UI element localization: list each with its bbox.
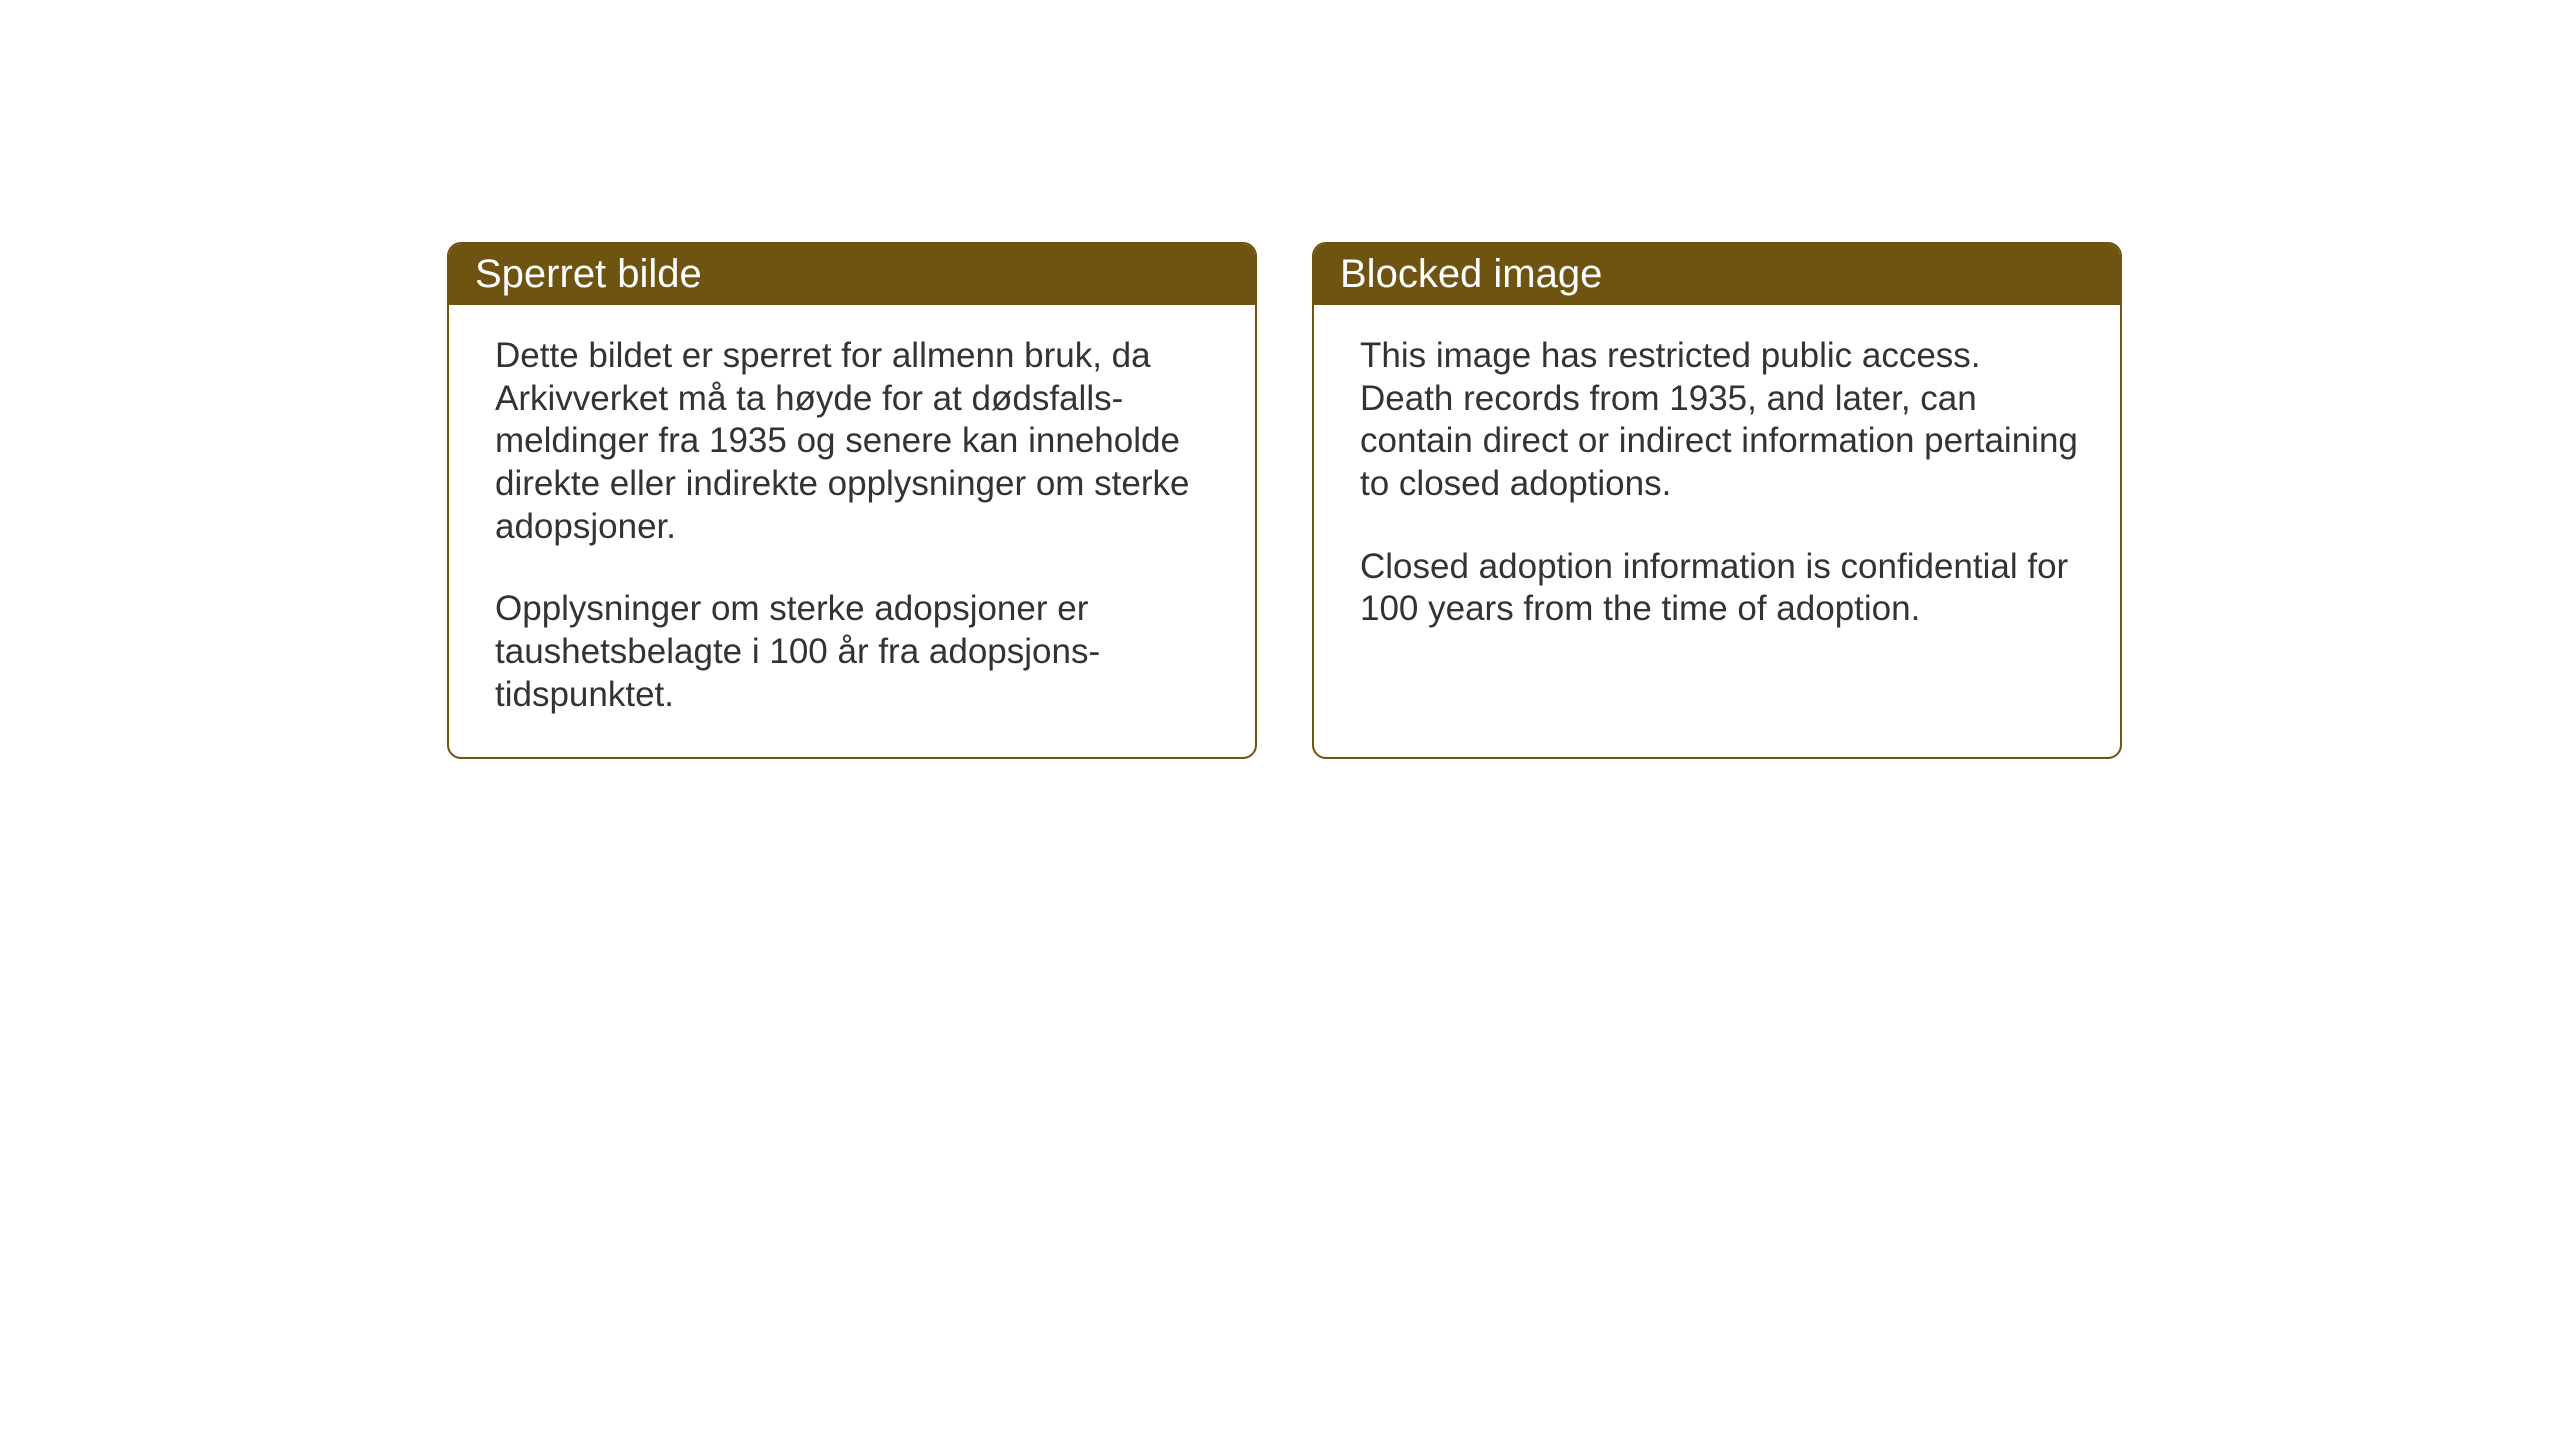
notice-paragraph-2-english: Closed adoption information is confident… [1360,546,2080,631]
notice-box-norwegian: Sperret bilde Dette bildet er sperret fo… [447,242,1257,759]
notice-header-english: Blocked image [1314,244,2120,305]
notice-container: Sperret bilde Dette bildet er sperret fo… [447,242,2122,759]
notice-title-english: Blocked image [1340,252,1602,296]
notice-header-norwegian: Sperret bilde [449,244,1255,305]
notice-paragraph-2-norwegian: Opplysninger om sterke adopsjoner er tau… [495,588,1215,716]
notice-body-english: This image has restricted public access.… [1314,305,2120,671]
notice-paragraph-1-english: This image has restricted public access.… [1360,335,2080,506]
notice-body-norwegian: Dette bildet er sperret for allmenn bruk… [449,305,1255,757]
notice-box-english: Blocked image This image has restricted … [1312,242,2122,759]
notice-title-norwegian: Sperret bilde [475,252,702,296]
notice-paragraph-1-norwegian: Dette bildet er sperret for allmenn bruk… [495,335,1215,548]
